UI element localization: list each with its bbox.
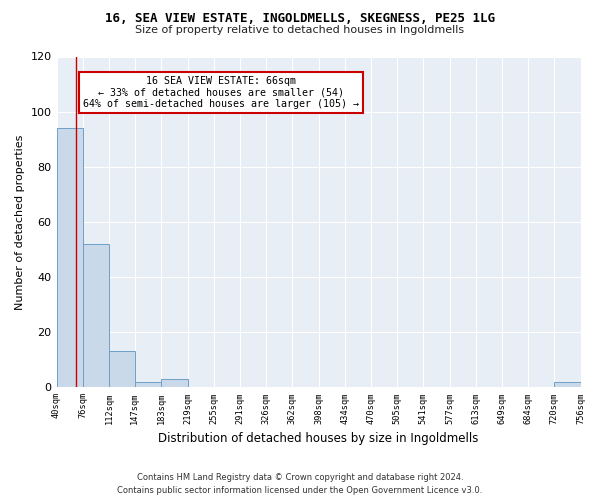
Text: 16, SEA VIEW ESTATE, INGOLDMELLS, SKEGNESS, PE25 1LG: 16, SEA VIEW ESTATE, INGOLDMELLS, SKEGNE… <box>105 12 495 26</box>
Bar <box>83 244 109 388</box>
Bar <box>161 379 188 388</box>
Y-axis label: Number of detached properties: Number of detached properties <box>15 134 25 310</box>
Text: Size of property relative to detached houses in Ingoldmells: Size of property relative to detached ho… <box>136 25 464 35</box>
Text: 16 SEA VIEW ESTATE: 66sqm
← 33% of detached houses are smaller (54)
64% of semi-: 16 SEA VIEW ESTATE: 66sqm ← 33% of detac… <box>83 76 359 109</box>
Bar <box>56 128 83 388</box>
Bar <box>109 352 135 388</box>
Bar <box>135 382 161 388</box>
Bar <box>554 382 581 388</box>
Text: Contains HM Land Registry data © Crown copyright and database right 2024.
Contai: Contains HM Land Registry data © Crown c… <box>118 474 482 495</box>
X-axis label: Distribution of detached houses by size in Ingoldmells: Distribution of detached houses by size … <box>158 432 479 445</box>
